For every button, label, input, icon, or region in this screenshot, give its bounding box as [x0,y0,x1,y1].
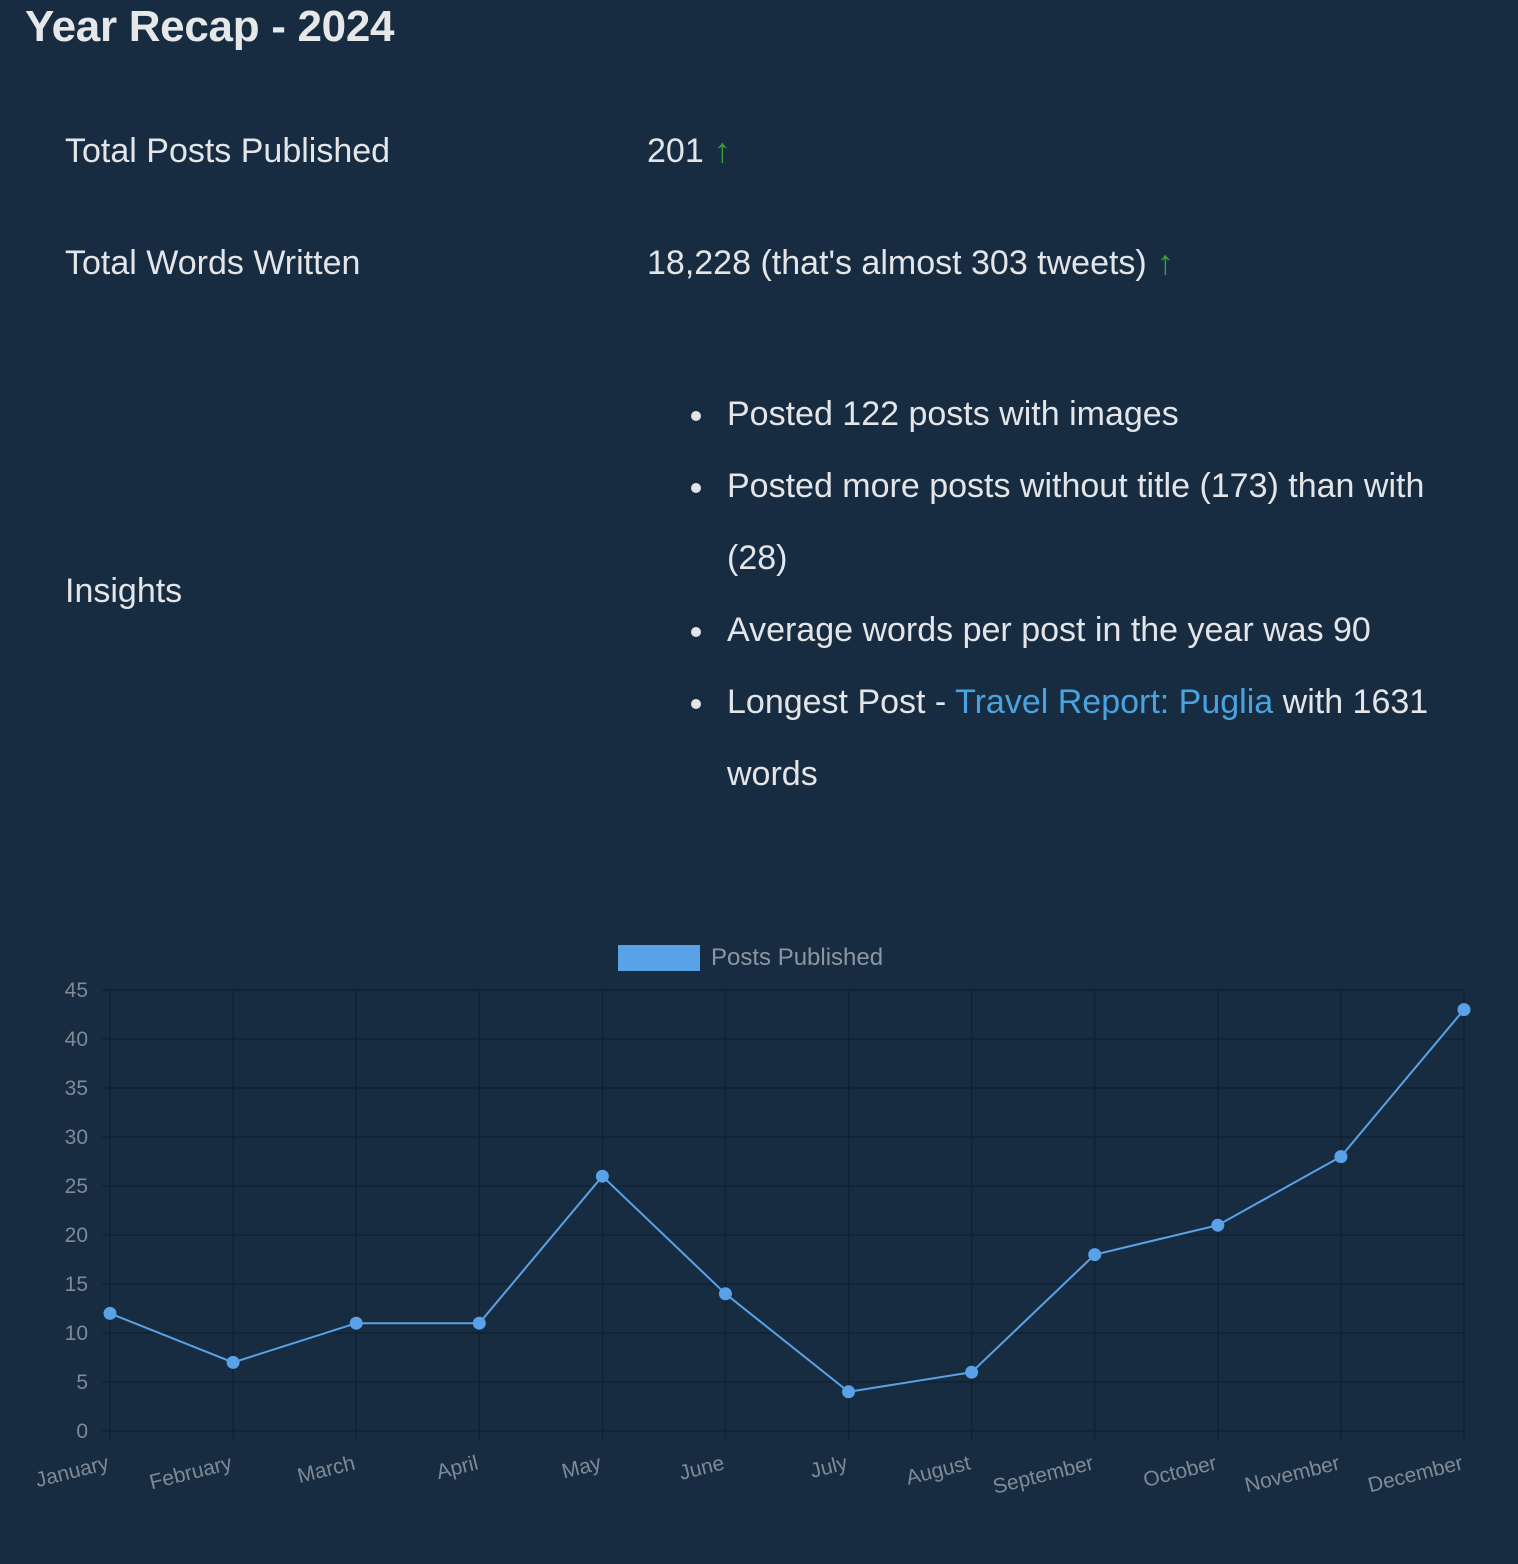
y-tick-label: 35 [65,1077,88,1100]
legend-swatch [618,945,700,971]
x-tick-label: February [147,1451,235,1494]
data-point [1211,1218,1225,1232]
data-point [965,1365,979,1379]
insight-item: Posted more posts without title (173) th… [687,450,1447,594]
insight-item: Average words per post in the year was 9… [687,594,1447,666]
x-tick-label: September [991,1452,1096,1499]
insight-item: Posted 122 posts with images [687,378,1447,450]
y-tick-label: 45 [65,979,88,1002]
y-tick-label: 5 [76,1371,88,1394]
chart-legend[interactable]: Posts Published [618,944,883,972]
insights-list: Posted 122 posts with images Posted more… [687,378,1447,810]
y-tick-label: 30 [65,1126,88,1149]
arrow-up-icon: ↑ [1156,244,1174,282]
data-point [842,1385,856,1399]
total-posts-label: Total Posts Published [65,132,391,170]
data-point [1334,1150,1348,1164]
data-point [103,1306,117,1320]
total-words-number: 18,228 (that's almost 303 tweets) [647,244,1147,282]
y-tick-label: 10 [65,1322,88,1345]
insight-item-longest-post: Longest Post - Travel Report: Puglia wit… [687,666,1447,810]
data-point [226,1355,240,1369]
data-point [1088,1248,1102,1262]
y-tick-label: 25 [65,1175,88,1198]
insights-label: Insights [65,572,183,610]
longest-post-suffix: with 1631 words [727,683,1429,793]
y-tick-label: 0 [76,1420,88,1443]
total-words-value: 18,228 (that's almost 303 tweets) ↑ [647,244,1174,283]
longest-post-prefix: Longest Post - [727,683,956,721]
y-tick-label: 20 [65,1224,88,1247]
x-tick-label: January [33,1451,112,1492]
legend-label: Posts Published [711,944,884,971]
data-point [718,1287,732,1301]
y-tick-label: 15 [65,1273,88,1296]
data-point [349,1316,363,1330]
x-tick-label: June [677,1452,727,1485]
data-point [1457,1003,1471,1017]
arrow-up-icon: ↑ [713,132,731,170]
longest-post-link[interactable]: Travel Report: Puglia [955,683,1274,721]
x-tick-label: March [295,1452,357,1488]
x-tick-label: July [808,1451,850,1482]
x-tick-label: May [560,1451,605,1483]
page-title: Year Recap - 2024 [25,2,395,51]
data-point [472,1316,486,1330]
y-tick-label: 40 [65,1028,88,1051]
x-tick-label: November [1243,1452,1343,1498]
data-point [595,1169,609,1183]
x-tick-label: October [1141,1452,1219,1492]
x-tick-label: December [1366,1452,1466,1498]
total-posts-value: 201 ↑ [647,132,731,171]
series-line [109,1008,1465,1393]
x-tick-label: April [434,1452,480,1484]
total-posts-number: 201 [647,132,704,170]
total-words-label: Total Words Written [65,244,361,282]
x-tick-label: August [904,1451,973,1489]
